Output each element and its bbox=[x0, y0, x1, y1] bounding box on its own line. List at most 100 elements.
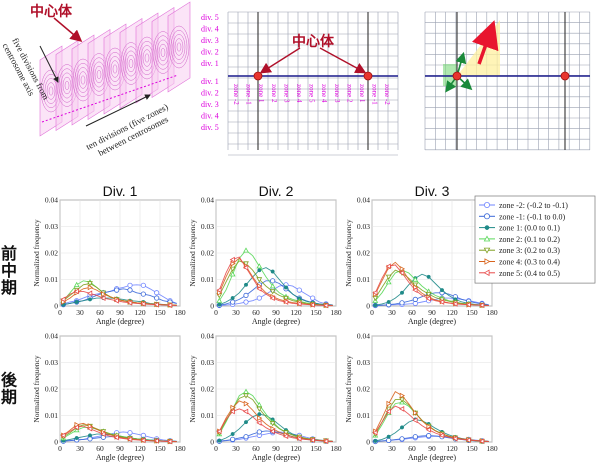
zone-label: zone -1 bbox=[245, 84, 253, 105]
row-label-char: 後 bbox=[1, 371, 18, 390]
data-point bbox=[243, 393, 249, 399]
data-point bbox=[154, 295, 160, 301]
div-label-down: div. 3 bbox=[201, 100, 219, 109]
chart-panel: 0 30 60 90 120 150 180 0 0.01 0.02 0.03 0.04 Angle (… bbox=[188, 196, 342, 327]
data-point bbox=[257, 415, 263, 421]
data-point bbox=[372, 429, 378, 436]
y-axis-label: Normalized frequency bbox=[188, 355, 197, 423]
x-tick-label: 0 bbox=[370, 308, 374, 317]
data-point bbox=[283, 285, 289, 290]
data-point bbox=[386, 300, 391, 305]
div-label-up: div. 1 bbox=[201, 59, 219, 68]
legend-marker bbox=[483, 201, 490, 208]
y-tick-label: 0.04 bbox=[201, 332, 214, 341]
legend-label: zone 5: (0.4 to 0.5) bbox=[499, 269, 560, 278]
data-point bbox=[74, 436, 79, 441]
slab-contour bbox=[142, 49, 152, 67]
data-point bbox=[322, 302, 329, 309]
y-axis-label: Normalized frequency bbox=[32, 355, 41, 423]
x-axis-label: Angle (degree) bbox=[252, 453, 301, 462]
data-point bbox=[256, 406, 263, 412]
data-point bbox=[73, 281, 80, 288]
data-point bbox=[229, 408, 235, 415]
legend-label: zone -1: (-0.1 to 0.0) bbox=[499, 212, 566, 221]
data-point bbox=[243, 261, 249, 267]
x-tick-label: 0 bbox=[214, 444, 218, 453]
centrosome-arrow-mid-right bbox=[319, 47, 367, 74]
data-point bbox=[465, 437, 471, 443]
x-tick-label: 60 bbox=[408, 444, 416, 453]
data-point bbox=[230, 299, 236, 305]
x-axis-label: Angle (degree) bbox=[96, 453, 145, 462]
data-point bbox=[243, 434, 249, 440]
data-point bbox=[269, 428, 275, 435]
y-axis-label: Normalized frequency bbox=[344, 355, 353, 423]
x-axis-label: Angle (degree) bbox=[252, 317, 301, 326]
x-axis-label: Angle (degree) bbox=[408, 453, 457, 462]
data-point bbox=[425, 426, 431, 433]
data-point bbox=[113, 434, 119, 441]
data-point bbox=[373, 303, 378, 308]
zone-label: zone -2 bbox=[232, 84, 240, 105]
x-tick-label: 60 bbox=[96, 308, 104, 317]
slab-contour bbox=[144, 53, 150, 63]
column-title-div3: Div. 3 bbox=[415, 183, 450, 199]
data-point bbox=[230, 296, 235, 301]
data-point bbox=[140, 301, 146, 307]
column-title-div1: Div. 1 bbox=[103, 183, 138, 199]
chart-panel: 0 30 60 90 120 150 180 0 0.01 0.02 0.03 0.04 Angle (… bbox=[32, 196, 186, 327]
data-point bbox=[256, 295, 262, 301]
zone-label: zone 3 bbox=[333, 84, 341, 103]
data-point bbox=[243, 388, 249, 394]
centrosome-dot-right bbox=[363, 71, 373, 81]
data-point bbox=[256, 420, 262, 426]
row-label-char: 期 bbox=[1, 278, 17, 297]
y-tick-label: 0.02 bbox=[45, 249, 58, 258]
data-point bbox=[373, 438, 378, 443]
data-point bbox=[140, 437, 146, 444]
x-tick-label: 30 bbox=[388, 308, 396, 317]
data-point bbox=[73, 424, 79, 431]
data-point bbox=[385, 274, 392, 280]
y-axis-label: Normalized frequency bbox=[344, 219, 353, 287]
slab-contour bbox=[78, 71, 88, 89]
slab-contour bbox=[94, 65, 104, 84]
data-point bbox=[438, 432, 445, 439]
data-point bbox=[296, 287, 302, 293]
slab-contour bbox=[112, 64, 118, 74]
x-tick-label: 0 bbox=[58, 444, 62, 453]
slab-contour bbox=[126, 54, 136, 73]
legend-label: zone -2: (-0.2 to -0.1) bbox=[499, 201, 568, 210]
x-tick-label: 90 bbox=[272, 308, 280, 317]
x-tick-label: 150 bbox=[310, 444, 322, 453]
x-tick-label: 120 bbox=[446, 308, 458, 317]
y-axis-label: Normalized frequency bbox=[188, 219, 197, 287]
data-point bbox=[101, 291, 107, 297]
axis-bottom-arrow bbox=[85, 94, 151, 127]
data-point bbox=[385, 408, 391, 415]
slab-contour bbox=[80, 75, 86, 85]
slab-contour bbox=[48, 86, 54, 96]
data-point bbox=[100, 295, 106, 301]
data-point bbox=[256, 429, 262, 435]
data-point bbox=[257, 268, 262, 273]
data-point bbox=[399, 425, 405, 430]
x-tick-label: 60 bbox=[252, 444, 260, 453]
legend: zone -2: (-0.2 to -0.1) zone -1: (-0.1 to… bbox=[474, 195, 596, 284]
vector-arrow bbox=[471, 20, 499, 65]
data-point bbox=[296, 435, 302, 442]
y-tick-label: 0.01 bbox=[201, 275, 214, 284]
data-point bbox=[243, 247, 249, 253]
data-point bbox=[153, 301, 159, 308]
centrosome-arrow-mid-left bbox=[259, 47, 301, 74]
x-tick-label: 180 bbox=[174, 308, 186, 317]
zone-label: zone 4 bbox=[320, 84, 328, 103]
row-label-char: 前 bbox=[1, 244, 17, 263]
data-point bbox=[270, 269, 275, 274]
x-tick-label: 150 bbox=[466, 444, 478, 453]
x-tick-label: 30 bbox=[388, 444, 396, 453]
zone-label: zone 3 bbox=[282, 84, 290, 103]
legend-marker bbox=[484, 258, 491, 265]
data-point bbox=[412, 296, 418, 302]
